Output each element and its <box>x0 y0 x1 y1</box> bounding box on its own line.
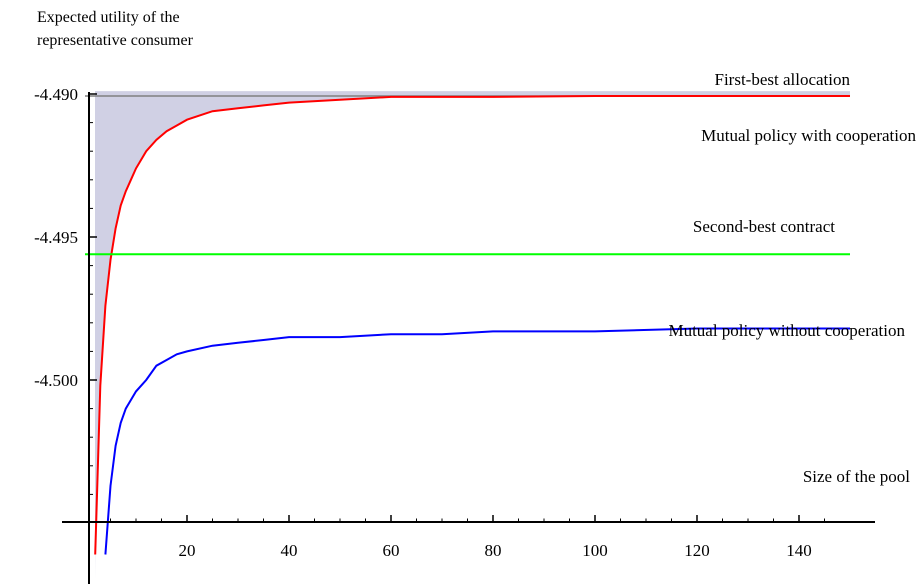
with-cooperation-line <box>94 95 850 555</box>
x-tick-label: 100 <box>582 541 608 560</box>
x-tick-label: 40 <box>281 541 298 560</box>
y-tick-label: -4.495 <box>34 228 78 247</box>
x-axis-label: Size of the pool <box>803 467 910 486</box>
label-second-best: Second-best contract <box>693 217 835 236</box>
x-tick-label: 140 <box>786 541 812 560</box>
y-axis-label-line-1: Expected utility of the <box>37 9 180 26</box>
x-tick-label: 20 <box>179 541 196 560</box>
x-tick-label: 120 <box>684 541 710 560</box>
without-cooperation-line <box>104 327 850 555</box>
label-with-cooperation: Mutual policy with cooperation <box>701 126 916 145</box>
label-without-cooperation: Mutual policy without cooperation <box>668 321 905 340</box>
x-tick-label: 60 <box>383 541 400 560</box>
y-axis-label-line-2: representative consumer <box>37 32 194 49</box>
y-tick-label: -4.500 <box>34 371 78 390</box>
y-tick-label: -4.490 <box>34 85 78 104</box>
label-first-best: First-best allocation <box>714 70 850 89</box>
x-tick-label: 80 <box>485 541 502 560</box>
